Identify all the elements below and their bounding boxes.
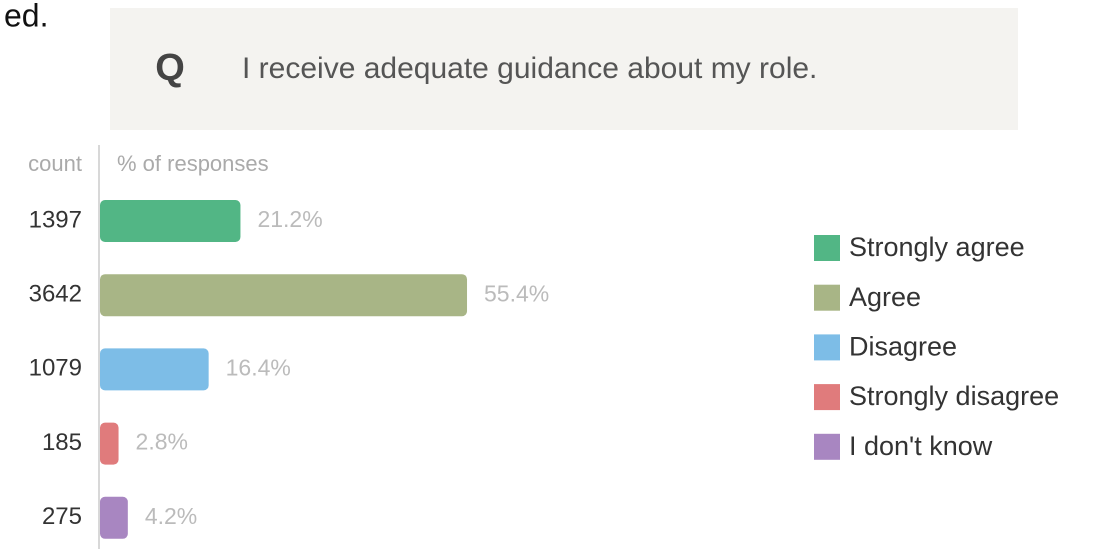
count-label: 185 [42, 429, 82, 456]
legend-label: Agree [849, 282, 921, 312]
count-label: 275 [42, 503, 82, 530]
legend-swatch [814, 334, 840, 361]
value-label: 21.2% [257, 206, 322, 232]
axis-label: % of responses [117, 151, 269, 176]
legend-label: Disagree [849, 332, 957, 362]
count-label: 1079 [29, 355, 82, 382]
count-label: 3642 [29, 281, 82, 308]
question-box [110, 8, 1018, 130]
question-text: I receive adequate guidance about my rol… [242, 52, 817, 85]
bar [100, 200, 241, 242]
legend-label: Strongly agree [849, 232, 1025, 262]
legend-swatch [814, 284, 840, 311]
legend-label: I don't know [849, 431, 993, 461]
bar [100, 422, 119, 465]
value-label: 2.8% [136, 429, 188, 455]
bar [100, 496, 128, 539]
bar [100, 348, 209, 391]
header-fragment: ed. [4, 0, 48, 33]
legend-swatch [814, 235, 840, 261]
value-label: 16.4% [226, 354, 291, 380]
legend-label: Strongly disagree [849, 381, 1059, 411]
legend-swatch [814, 433, 840, 460]
value-label: 4.2% [145, 503, 197, 529]
value-label: 55.4% [484, 280, 549, 306]
question-marker: Q [155, 47, 185, 89]
legend-swatch [814, 384, 840, 411]
bar [100, 274, 468, 317]
count-header: count [28, 151, 82, 176]
count-label: 1397 [29, 206, 82, 233]
